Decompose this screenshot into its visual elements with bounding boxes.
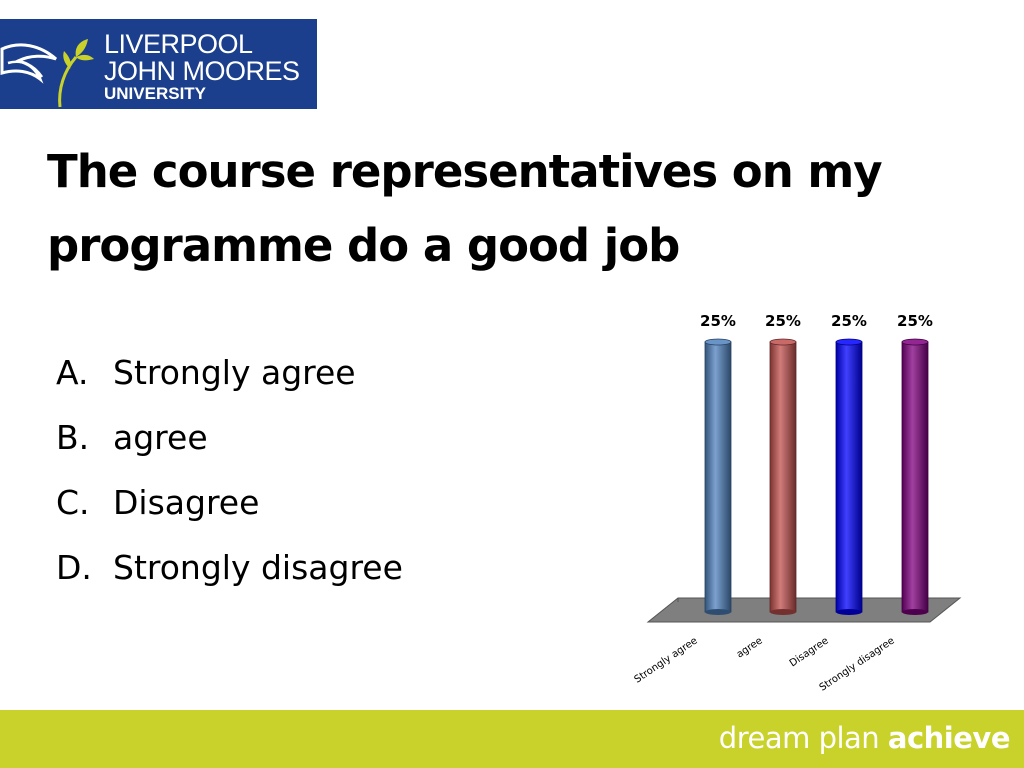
data-label-1: 25%	[700, 312, 736, 330]
option-letter: B.	[56, 418, 90, 457]
bar-4	[901, 341, 929, 613]
slogan-word-plan: plan	[818, 721, 880, 755]
data-label-2: 25%	[765, 312, 801, 330]
results-chart: 25%Strongly agree25%agree25%Disagree25%S…	[633, 312, 962, 694]
question-title: The course representatives on my program…	[47, 145, 883, 272]
logo-line-2: JOHN MOORES	[104, 56, 300, 86]
option-d: D. Strongly disagree	[56, 535, 403, 600]
bar-1	[704, 341, 732, 613]
logo-line-3: UNIVERSITY	[104, 84, 207, 103]
bar-top-2	[769, 338, 797, 346]
option-text: Disagree	[113, 483, 260, 522]
bar-2	[769, 341, 797, 613]
answer-options: A. Strongly agree B. agree C. Disagree D. St…	[56, 340, 403, 600]
option-text: Strongly disagree	[113, 548, 403, 587]
slogan-word-achieve: achieve	[887, 721, 1011, 755]
option-text: Strongly agree	[113, 353, 356, 392]
category-label-1: Strongly agree	[633, 635, 700, 685]
liver-bird-icon	[0, 39, 94, 108]
bar-top-1	[704, 338, 732, 346]
bar-base-1	[705, 609, 731, 615]
slogan: dream plan achieve	[718, 721, 1011, 755]
bar-base-4	[902, 609, 928, 615]
option-text: agree	[113, 418, 208, 457]
category-label-3: Disagree	[788, 635, 831, 669]
logo-line-1: LIVERPOOL	[104, 29, 253, 59]
data-label-4: 25%	[897, 312, 933, 330]
slogan-word-dream: dream	[718, 721, 811, 755]
university-logo: LIVERPOOL JOHN MOORES UNIVERSITY	[0, 19, 317, 109]
data-label-3: 25%	[831, 312, 867, 330]
bar-base-3	[836, 609, 862, 615]
option-letter: C.	[56, 483, 90, 522]
bar-top-4	[901, 338, 929, 346]
bar-3	[835, 341, 863, 613]
option-c: C. Disagree	[56, 470, 403, 535]
option-letter: D.	[56, 548, 92, 587]
footer-bar: dream plan achieve	[0, 710, 1024, 768]
option-a: A. Strongly agree	[56, 340, 403, 405]
bar-top-3	[835, 338, 863, 346]
option-b: B. agree	[56, 405, 403, 470]
category-label-2: agree	[735, 635, 765, 660]
option-letter: A.	[56, 353, 89, 392]
bar-base-2	[770, 609, 796, 615]
